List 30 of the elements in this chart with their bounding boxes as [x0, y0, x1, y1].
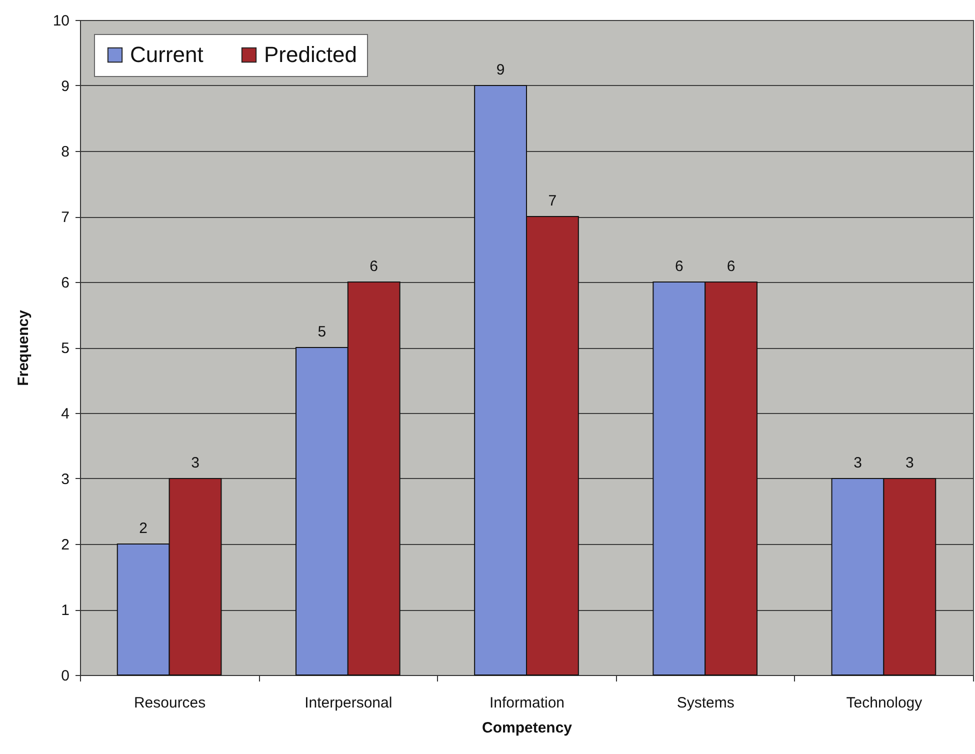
x-tick-label: Resources: [134, 694, 206, 712]
data-label: 6: [370, 258, 378, 275]
data-label: 9: [496, 62, 505, 78]
y-tick-label: 6: [61, 274, 70, 292]
y-tick-label: 4: [61, 406, 70, 422]
x-tick-label: Technology: [846, 694, 923, 712]
y-tick-label: 0: [61, 668, 70, 684]
data-label: 5: [318, 324, 326, 340]
y-axis-title: Frequency: [14, 309, 32, 386]
data-label: 6: [726, 258, 736, 275]
data-label: 6: [674, 258, 684, 275]
data-label: 7: [548, 192, 557, 210]
x-tick-label: Information: [489, 694, 565, 712]
y-tick-label: 8: [61, 144, 70, 160]
data-label: 3: [191, 454, 200, 472]
x-tick-label: Interpersonal: [304, 694, 392, 712]
y-tick-label: 3: [61, 471, 70, 488]
y-tick-label: 10: [52, 12, 70, 30]
y-tick-label: 1: [61, 602, 70, 619]
data-label: 3: [854, 454, 862, 472]
y-tick-label: 9: [61, 78, 70, 95]
x-axis-title: Competency: [482, 720, 573, 736]
data-label: 2: [139, 520, 148, 537]
y-tick-label: 2: [61, 536, 70, 554]
y-tick-label: 7: [61, 209, 70, 226]
data-label: 3: [905, 454, 914, 472]
y-tick-label: 5: [61, 340, 70, 357]
legend-label: Current: [130, 42, 204, 67]
x-tick-label: Systems: [676, 694, 734, 712]
legend-label: Predicted: [264, 42, 357, 67]
